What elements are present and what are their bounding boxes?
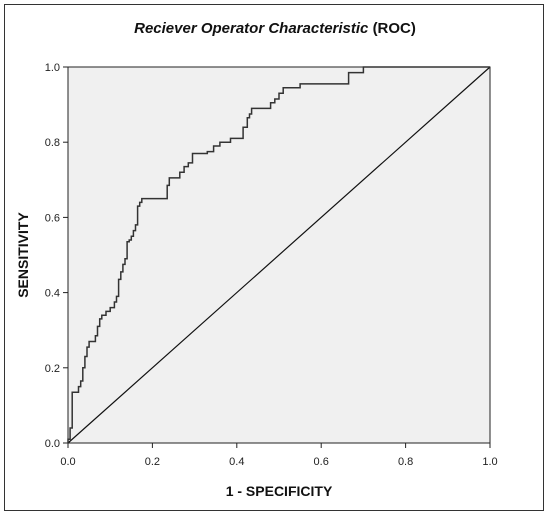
x-tick-label: 0.8 xyxy=(398,456,413,468)
x-tick-label: 0.6 xyxy=(314,456,329,468)
x-tick-label: 0.4 xyxy=(229,456,244,468)
roc-curve-line xyxy=(67,66,490,443)
y-tick-label: 0.4 xyxy=(45,288,60,300)
y-tick-label: 0.2 xyxy=(45,363,60,375)
y-tick-label: 0.8 xyxy=(45,137,60,149)
y-tick-label: 0.6 xyxy=(45,212,60,224)
chart-title-italic: Reciever Operator Characteristic xyxy=(134,20,369,37)
x-axis-label: 1 - SPECIFICITY xyxy=(226,483,333,499)
y-tick-label: 1.0 xyxy=(45,62,60,74)
x-tick-label: 0.0 xyxy=(60,456,75,468)
x-axis-ticks: 0.0 0.2 0.4 0.6 0.8 1.0 xyxy=(60,443,498,468)
reference-diagonal-line xyxy=(67,66,491,444)
y-axis-label: SENSITIVITY xyxy=(15,212,31,298)
chart-title: Reciever Operator Characteristic (ROC) xyxy=(0,20,550,37)
y-tick-label: 0.0 xyxy=(45,438,60,450)
y-axis-ticks: 0.0 0.2 0.4 0.6 0.8 1.0 xyxy=(45,62,68,450)
x-tick-label: 0.2 xyxy=(145,456,160,468)
chart-title-suffix: (ROC) xyxy=(372,20,416,37)
x-tick-label: 1.0 xyxy=(482,456,497,468)
